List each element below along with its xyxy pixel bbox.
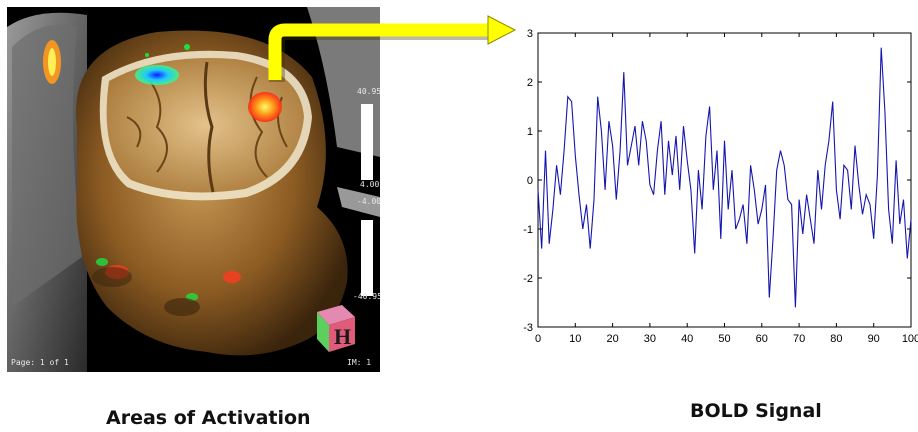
x-tick-label: 40 <box>681 333 693 345</box>
plot-area <box>537 32 912 328</box>
x-tick-label: 30 <box>644 333 656 345</box>
y-tick-label: -3 <box>523 322 533 334</box>
y-tick-label: 2 <box>527 77 533 89</box>
x-axis-ticks: 0 10 20 30 40 50 60 70 80 90 100 <box>535 33 918 345</box>
scale-neg-max-label: -4.00 <box>357 197 380 206</box>
x-tick-label: 50 <box>718 333 730 345</box>
x-tick-label: 100 <box>902 333 918 345</box>
y-tick-label: 3 <box>527 28 533 40</box>
orientation-cube-letter: H <box>334 324 351 349</box>
colorbar-negative <box>361 220 373 296</box>
scale-neg-min-label: -40.95 <box>353 292 380 301</box>
y-tick-label: -2 <box>523 273 533 285</box>
activation-cold-blob <box>135 65 179 85</box>
x-tick-label: 70 <box>793 333 805 345</box>
x-tick-label: 0 <box>535 333 541 345</box>
scale-pos-max-label: 40.95 <box>357 87 380 96</box>
x-tick-label: 90 <box>868 333 880 345</box>
im-label: IM: 1 <box>347 358 372 367</box>
y-tick-label: 0 <box>527 175 533 187</box>
brain-rendering: H <box>7 7 380 372</box>
page-label: Page: 1 of 1 <box>11 358 69 367</box>
x-tick-label: 20 <box>606 333 618 345</box>
caption-bold-signal: BOLD Signal <box>690 400 822 422</box>
activation-hot-blob <box>248 92 282 122</box>
bold-signal-line <box>537 47 912 308</box>
x-tick-label: 60 <box>756 333 768 345</box>
y-axis-ticks: -3 -2 -1 0 1 2 3 <box>523 28 911 334</box>
y-tick-label: -1 <box>523 224 533 236</box>
caption-areas-of-activation: Areas of Activation <box>106 407 311 429</box>
orientation-cube: H <box>317 305 355 352</box>
y-tick-label: 1 <box>527 126 533 138</box>
colorbar-positive <box>361 104 373 180</box>
scale-pos-min-label: 4.00 <box>360 180 380 189</box>
x-tick-label: 80 <box>830 333 842 345</box>
x-tick-label: 10 <box>569 333 581 345</box>
